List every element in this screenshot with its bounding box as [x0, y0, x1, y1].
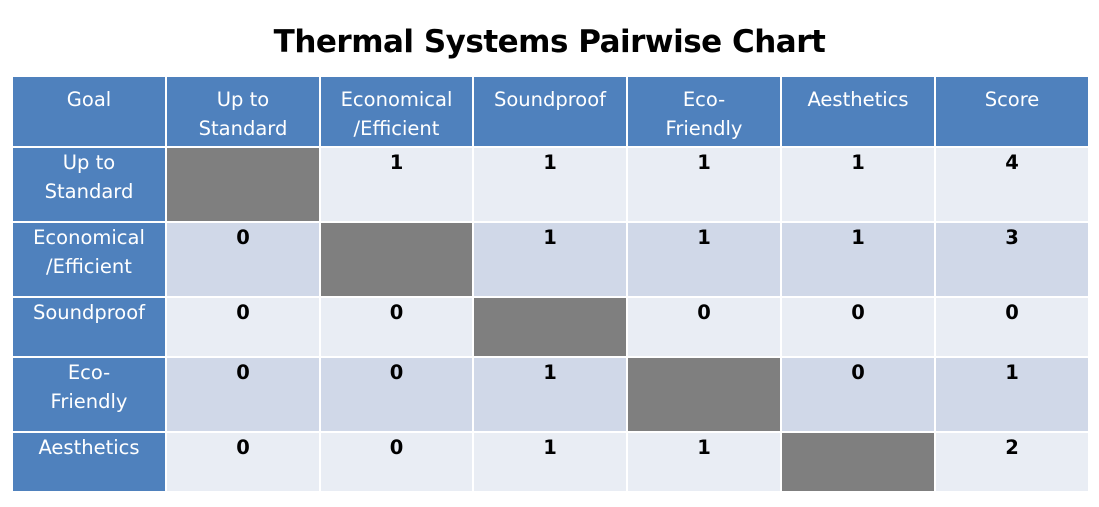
header-eco-friendly: Eco- Friendly: [626, 75, 782, 148]
table-cell: 1: [472, 146, 628, 223]
table-cell: 0: [165, 356, 321, 433]
table-cell: 0: [780, 356, 936, 433]
chart-title: Thermal Systems Pairwise Chart: [273, 24, 826, 60]
diagonal-cell: [780, 431, 936, 493]
table-cell: 1: [626, 146, 782, 223]
row-label-line: Eco-: [67, 361, 111, 384]
diagonal-cell: [472, 296, 628, 358]
header-economical-efficient: Economical /Efficient: [319, 75, 474, 148]
table-cell: 0: [319, 356, 474, 433]
table-cell: 1: [472, 431, 628, 493]
table-cell: 1: [780, 221, 936, 298]
header-line: Up to: [216, 88, 270, 111]
row-label-line: Economical: [33, 226, 145, 249]
row-label-line: Aesthetics: [38, 436, 140, 459]
row-label-line: /Efficient: [46, 255, 132, 278]
pairwise-table: Goal Up to Standard Economical /Efficien…: [11, 75, 1090, 493]
header-line: Economical: [340, 88, 453, 111]
table-cell: 1: [626, 431, 782, 493]
table-cell: 0: [626, 296, 782, 358]
header-score: Score: [934, 75, 1090, 148]
header-line: Aesthetics: [807, 88, 909, 111]
table-cell: 1: [472, 356, 628, 433]
header-line: Soundproof: [493, 88, 607, 111]
header-line: Standard: [198, 117, 288, 140]
header-up-to-standard: Up to Standard: [165, 75, 321, 148]
table-cell: 0: [165, 221, 321, 298]
row-label-line: Standard: [44, 180, 134, 203]
table-row-soundproof: Soundproof 0 0 0 0 0: [11, 296, 1090, 358]
diagonal-cell: [319, 221, 474, 298]
row-label-eco-friendly: Eco- Friendly: [11, 356, 167, 433]
header-goal-label: Goal: [66, 88, 112, 111]
table-row-up-to-standard: Up to Standard 1 1 1 1 4: [11, 146, 1090, 223]
header-line: /Efficient: [353, 117, 440, 140]
header-line: Friendly: [665, 117, 743, 140]
table-cell: 0: [165, 296, 321, 358]
score-cell: 2: [934, 431, 1090, 493]
table-row-aesthetics: Aesthetics 0 0 1 1 2: [11, 431, 1090, 493]
table-cell: 0: [780, 296, 936, 358]
table-row-eco-friendly: Eco- Friendly 0 0 1 0 1: [11, 356, 1090, 433]
table-cell: 1: [780, 146, 936, 223]
table-cell: 1: [626, 221, 782, 298]
row-label-up-to-standard: Up to Standard: [11, 146, 167, 223]
table-cell: 0: [319, 296, 474, 358]
row-label-soundproof: Soundproof: [11, 296, 167, 358]
header-score-label: Score: [984, 88, 1040, 111]
table-row-economical-efficient: Economical /Efficient 0 1 1 1 3: [11, 221, 1090, 298]
row-label-line: Soundproof: [32, 301, 146, 324]
header-row: Goal Up to Standard Economical /Efficien…: [11, 75, 1090, 148]
header-goal: Goal: [11, 75, 167, 148]
header-aesthetics: Aesthetics: [780, 75, 936, 148]
table-cell: 1: [472, 221, 628, 298]
table-cell: 1: [319, 146, 474, 223]
diagonal-cell: [626, 356, 782, 433]
diagonal-cell: [165, 146, 321, 223]
score-cell: 4: [934, 146, 1090, 223]
table-cell: 0: [319, 431, 474, 493]
score-cell: 0: [934, 296, 1090, 358]
header-soundproof: Soundproof: [472, 75, 628, 148]
row-label-line: Up to: [62, 151, 116, 174]
table-cell: 0: [165, 431, 321, 493]
score-cell: 1: [934, 356, 1090, 433]
header-line: Eco-: [682, 88, 726, 111]
score-cell: 3: [934, 221, 1090, 298]
row-label-economical-efficient: Economical /Efficient: [11, 221, 167, 298]
row-label-aesthetics: Aesthetics: [11, 431, 167, 493]
row-label-line: Friendly: [50, 390, 128, 413]
